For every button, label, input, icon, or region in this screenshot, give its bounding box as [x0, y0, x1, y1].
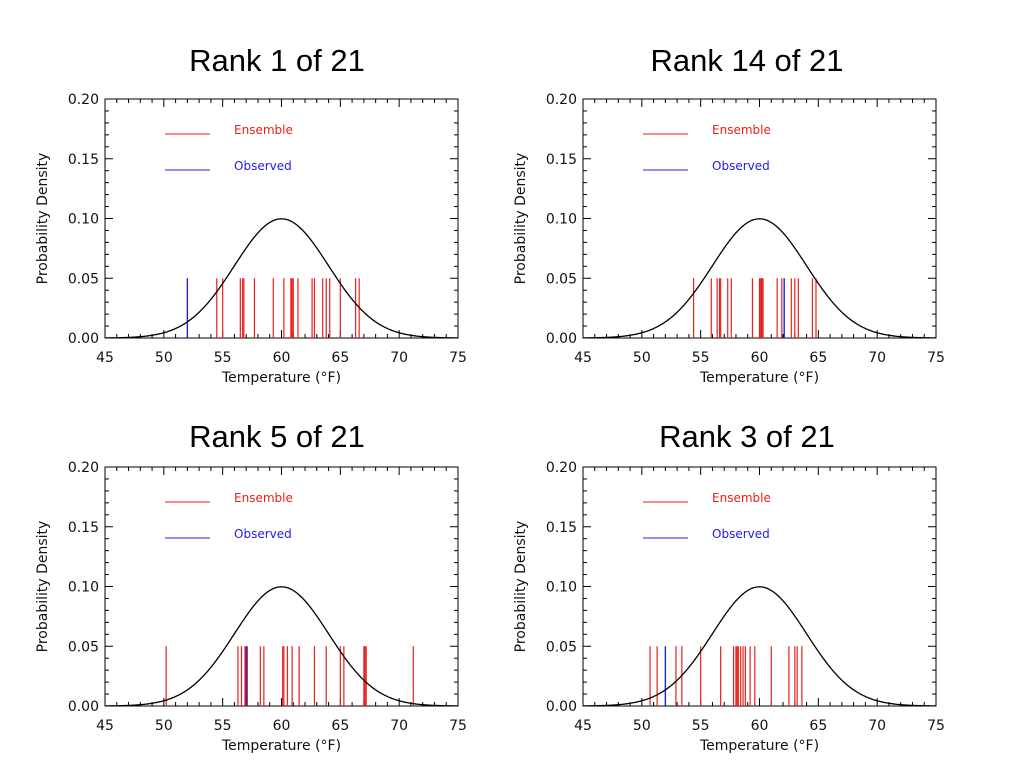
y-tick-label: 0.00	[68, 331, 99, 347]
x-tick-label: 60	[273, 350, 291, 366]
legend-ensemble-label: Ensemble	[234, 123, 293, 137]
y-tick-label: 0.10	[546, 580, 577, 596]
y-tick-label: 0.20	[68, 92, 99, 108]
legend-observed-label: Observed	[234, 159, 292, 173]
probability-density-curve	[104, 218, 459, 339]
x-tick-label: 65	[331, 718, 349, 734]
x-tick-label: 75	[449, 350, 467, 366]
x-tick-label: 55	[692, 718, 710, 734]
x-tick-label: 75	[927, 350, 945, 366]
legend-ensemble-label: Ensemble	[234, 491, 293, 505]
x-tick-label: 50	[633, 350, 651, 366]
legend-observed-label: Observed	[712, 159, 770, 173]
y-tick-label: 0.15	[68, 152, 99, 168]
y-tick-label: 0.05	[546, 271, 577, 287]
y-tick-label: 0.10	[546, 212, 577, 228]
x-tick-label: 55	[214, 350, 232, 366]
chart-panel-1: 45 50 55 60 65 70 75 0.00 0.05 0.10 0.15 0.20 Temper…	[35, 92, 467, 386]
y-tick-label: 0.00	[546, 331, 577, 347]
chart-panel-2: 45 50 55 60 65 70 75 0.00 0.05 0.10 0.15 0.20 Temper…	[513, 92, 945, 386]
y-tick-label: 0.15	[546, 520, 577, 536]
y-axis-label: Probability Density	[513, 521, 529, 653]
x-axis-label: Temperature (°F)	[221, 738, 341, 754]
x-tick-label: 55	[214, 718, 232, 734]
y-tick-label: 0.10	[68, 580, 99, 596]
x-tick-label: 75	[927, 718, 945, 734]
x-tick-label: 70	[868, 718, 886, 734]
y-tick-label: 0.10	[68, 212, 99, 228]
x-tick-label: 50	[155, 718, 173, 734]
x-tick-label: 55	[692, 350, 710, 366]
y-tick-label: 0.00	[546, 699, 577, 715]
y-tick-label: 0.20	[546, 460, 577, 476]
legend-observed-label: Observed	[712, 527, 770, 541]
probability-density-curve	[582, 586, 937, 707]
legend-ensemble-label: Ensemble	[712, 491, 771, 505]
y-axis-label: Probability Density	[35, 153, 51, 285]
x-tick-label: 65	[331, 350, 349, 366]
x-tick-label: 45	[574, 350, 592, 366]
y-tick-label: 0.20	[68, 460, 99, 476]
panel-title-3: Rank 5 of 21	[189, 419, 365, 454]
x-tick-label: 70	[868, 350, 886, 366]
x-tick-label: 60	[751, 718, 769, 734]
y-axis-label: Probability Density	[513, 153, 529, 285]
panel-title-4: Rank 3 of 21	[659, 419, 835, 454]
x-axis-label: Temperature (°F)	[699, 738, 819, 754]
y-tick-label: 0.05	[68, 271, 99, 287]
y-tick-label: 0.00	[68, 699, 99, 715]
chart-panel-3: 45 50 55 60 65 70 75 0.00 0.05 0.10 0.15 0.20 Temper…	[35, 460, 467, 754]
x-axis-label: Temperature (°F)	[221, 370, 341, 386]
x-tick-label: 70	[390, 350, 408, 366]
panel-title-1: Rank 1 of 21	[189, 43, 365, 78]
legend-observed-label: Observed	[234, 527, 292, 541]
y-tick-label: 0.05	[546, 639, 577, 655]
x-tick-label: 60	[273, 718, 291, 734]
x-tick-label: 65	[809, 718, 827, 734]
x-tick-label: 45	[96, 350, 114, 366]
x-tick-label: 45	[574, 718, 592, 734]
x-tick-label: 70	[390, 718, 408, 734]
x-tick-label: 60	[751, 350, 769, 366]
legend-ensemble-label: Ensemble	[712, 123, 771, 137]
x-tick-label: 65	[809, 350, 827, 366]
x-tick-label: 50	[633, 718, 651, 734]
panel-title-2: Rank 14 of 21	[650, 43, 844, 78]
y-tick-label: 0.15	[546, 152, 577, 168]
x-axis-label: Temperature (°F)	[699, 370, 819, 386]
y-tick-label: 0.05	[68, 639, 99, 655]
y-tick-label: 0.20	[546, 92, 577, 108]
probability-density-curve	[582, 218, 937, 339]
x-tick-label: 45	[96, 718, 114, 734]
probability-density-curve	[104, 586, 459, 707]
x-tick-label: 75	[449, 718, 467, 734]
chart-panel-4: 45 50 55 60 65 70 75 0.00 0.05 0.10 0.15 0.20 Temper…	[513, 460, 945, 754]
y-tick-label: 0.15	[68, 520, 99, 536]
y-axis-label: Probability Density	[35, 521, 51, 653]
x-tick-label: 50	[155, 350, 173, 366]
